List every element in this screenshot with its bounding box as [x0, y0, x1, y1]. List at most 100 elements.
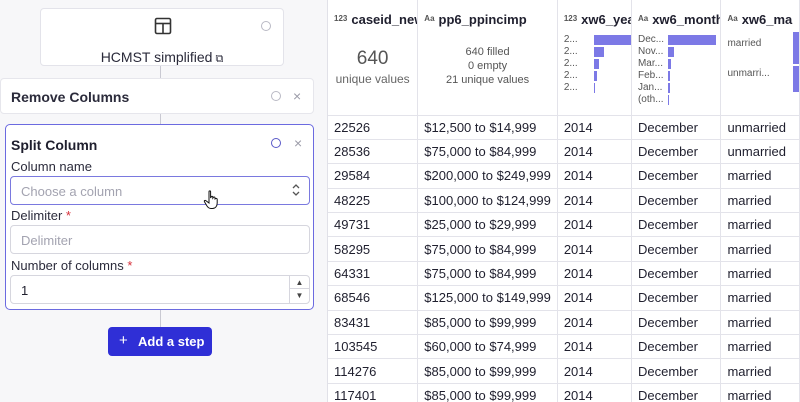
table-cell[interactable]: 2014	[557, 310, 632, 336]
table-cell[interactable]: 2014	[557, 163, 632, 189]
step-card-split-column[interactable]: Split Column × Column name Choose a colu…	[5, 124, 314, 310]
distribution-label: Mar...	[637, 58, 663, 69]
table-cell[interactable]: 29584	[328, 163, 419, 189]
table-cell[interactable]: $200,000 to $249,999	[417, 163, 558, 189]
table-row[interactable]: 48225 $100,000 to $124,999 2014 December mar…	[328, 188, 800, 214]
delimiter-label-text: Delimiter	[11, 208, 63, 223]
table-cell[interactable]: 2014	[557, 261, 632, 287]
column-header-pp6-ppincimp[interactable]: Aa pp6_ppincimp 640 filled 0 empty 21 uni…	[417, 0, 558, 116]
table-row[interactable]: 68546 $125,000 to $149,999 2014 December mar…	[328, 285, 800, 311]
ncols-label-text: Number of columns	[11, 258, 124, 273]
step-card-remove-columns[interactable]: Remove Columns ×	[0, 78, 314, 114]
external-link-icon[interactable]: ⧉	[215, 53, 224, 65]
table-row[interactable]: 114276 $85,000 to $99,999 2014 December marr…	[328, 358, 800, 384]
table-cell[interactable]: $25,000 to $29,999	[417, 212, 558, 238]
table-row[interactable]: 103545 $60,000 to $74,999 2014 December marr…	[328, 334, 800, 360]
table-cell[interactable]: 2014	[557, 358, 632, 384]
column-name-text: xw6_ma	[741, 12, 793, 27]
table-cell[interactable]: December	[631, 310, 722, 336]
pipeline-panel: HCMST simplified ⧉ Remove Columns × Split…	[0, 0, 322, 402]
table-cell[interactable]: December	[631, 285, 722, 311]
table-cell[interactable]: December	[631, 188, 722, 214]
table-cell[interactable]: 2014	[557, 139, 632, 165]
table-cell[interactable]: married	[720, 334, 800, 360]
table-cell[interactable]: $75,000 to $84,999	[417, 261, 558, 287]
add-step-button[interactable]: + Add a step	[108, 327, 212, 356]
table-cell[interactable]: 103545	[328, 334, 419, 360]
ncols-stepper[interactable]: 1 ▲ ▼	[10, 275, 310, 304]
stepper-buttons[interactable]: ▲ ▼	[289, 276, 309, 303]
table-row[interactable]: 83431 $85,000 to $99,999 2014 December marri…	[328, 310, 800, 336]
table-cell[interactable]: 2014	[557, 285, 632, 311]
table-cell[interactable]: 83431	[328, 310, 419, 336]
table-cell[interactable]: $125,000 to $149,999	[417, 285, 558, 311]
data-table[interactable]: 123 caseid_new 640 unique values Aa pp6_pp…	[327, 0, 800, 402]
table-cell[interactable]: December	[631, 115, 722, 140]
table-row[interactable]: 58295 $75,000 to $84,999 2014 December marri…	[328, 236, 800, 262]
close-icon[interactable]: ×	[294, 135, 303, 151]
table-row[interactable]: 117401 $85,000 to $99,999 2014 December marr…	[328, 383, 800, 402]
table-cell[interactable]: $12,500 to $14,999	[417, 115, 558, 140]
table-cell[interactable]: $75,000 to $84,999	[417, 236, 558, 262]
text-type-icon: Aa	[424, 14, 435, 23]
table-cell[interactable]: 2014	[557, 236, 632, 262]
table-cell[interactable]: 58295	[328, 236, 419, 262]
table-row[interactable]: 28536 $75,000 to $84,999 2014 December unmar…	[328, 139, 800, 165]
table-cell[interactable]: married	[720, 261, 800, 287]
column-name-text: pp6_ppincimp	[438, 12, 527, 27]
table-row[interactable]: 22526 $12,500 to $14,999 2014 December unmar…	[328, 115, 800, 140]
table-cell[interactable]: $100,000 to $124,999	[417, 188, 558, 214]
table-cell[interactable]: $60,000 to $74,999	[417, 334, 558, 360]
required-mark: *	[127, 258, 133, 273]
table-cell[interactable]: unmarried	[720, 115, 800, 140]
column-header-caseid-new[interactable]: 123 caseid_new 640 unique values	[328, 0, 419, 116]
table-cell[interactable]: married	[720, 212, 800, 238]
table-cell[interactable]: married	[720, 188, 800, 214]
table-cell[interactable]: 68546	[328, 285, 419, 311]
table-cell[interactable]: married	[720, 285, 800, 311]
table-cell[interactable]: $85,000 to $99,999	[417, 383, 558, 402]
table-cell[interactable]: married	[720, 310, 800, 336]
column-select[interactable]: Choose a column	[10, 176, 310, 205]
table-cell[interactable]: 2014	[557, 188, 632, 214]
table-cell[interactable]: $85,000 to $99,999	[417, 310, 558, 336]
table-cell[interactable]: 114276	[328, 358, 419, 384]
table-cell[interactable]: December	[631, 139, 722, 165]
table-cell[interactable]: $75,000 to $84,999	[417, 139, 558, 165]
table-cell[interactable]: 2014	[557, 383, 632, 402]
table-cell[interactable]: 49731	[328, 212, 419, 238]
delimiter-input[interactable]: Delimiter	[10, 225, 310, 254]
table-cell[interactable]: $85,000 to $99,999	[417, 358, 558, 384]
connector-line	[160, 66, 161, 78]
close-icon[interactable]: ×	[293, 88, 302, 104]
table-cell[interactable]: 117401	[328, 383, 419, 402]
table-cell[interactable]: 64331	[328, 261, 419, 287]
table-row[interactable]: 64331 $75,000 to $84,999 2014 December marri…	[328, 261, 800, 287]
table-cell[interactable]: December	[631, 334, 722, 360]
table-cell[interactable]: December	[631, 358, 722, 384]
column-header-xw6-month[interactable]: Aa xw6_month Dec... Nov... Mar... Feb... Jan.…	[631, 0, 722, 116]
source-card[interactable]: HCMST simplified ⧉	[40, 8, 284, 66]
chevron-down-icon[interactable]: ▼	[295, 291, 304, 300]
table-cell[interactable]: married	[720, 383, 800, 402]
table-cell[interactable]: 28536	[328, 139, 419, 165]
table-cell[interactable]: December	[631, 163, 722, 189]
table-cell[interactable]: 22526	[328, 115, 419, 140]
column-header-xw6-ma[interactable]: Aa xw6_ma married unmarri...	[720, 0, 800, 116]
table-cell[interactable]: 2014	[557, 334, 632, 360]
table-cell[interactable]: 2014	[557, 115, 632, 140]
table-cell[interactable]: December	[631, 236, 722, 262]
table-cell[interactable]: December	[631, 212, 722, 238]
table-row[interactable]: 29584 $200,000 to $249,999 2014 December mar…	[328, 163, 800, 189]
table-cell[interactable]: 2014	[557, 212, 632, 238]
table-row[interactable]: 49731 $25,000 to $29,999 2014 December marri…	[328, 212, 800, 238]
table-cell[interactable]: December	[631, 261, 722, 287]
table-cell[interactable]: December	[631, 383, 722, 402]
chevron-up-icon[interactable]: ▲	[290, 276, 309, 289]
table-cell[interactable]: married	[720, 163, 800, 189]
table-cell[interactable]: married	[720, 358, 800, 384]
table-cell[interactable]: unmarried	[720, 139, 800, 165]
table-cell[interactable]: married	[720, 236, 800, 262]
table-cell[interactable]: 48225	[328, 188, 419, 214]
